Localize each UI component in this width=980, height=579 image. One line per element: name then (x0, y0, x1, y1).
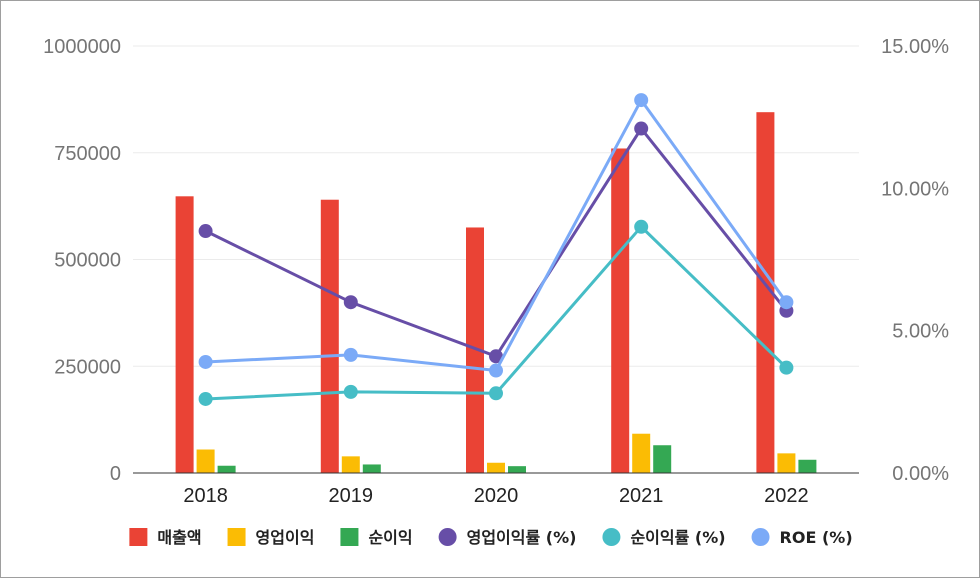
x-axis-tick-label: 2022 (764, 485, 809, 507)
bar-순이익 (362, 464, 381, 473)
point-ROE (%) (343, 347, 358, 362)
point-ROE (%) (198, 354, 213, 369)
right-axis-tick-label: 0.00% (892, 463, 949, 485)
point-영업이익률 (%) (343, 295, 358, 310)
line-영업이익률 (%) (204, 127, 788, 358)
point-영업이익률 (%) (198, 224, 213, 239)
legend-label: ROE (%) (780, 528, 853, 547)
legend-item: ROE (%) (751, 528, 853, 547)
bar-매출액 (756, 112, 775, 473)
bar-매출액 (175, 196, 194, 473)
bar-순이익 (798, 459, 817, 473)
right-axis-tick-label: 5.00% (892, 321, 949, 343)
legend-label: 순이익 (368, 528, 412, 547)
point-순이익률 (%) (198, 391, 213, 406)
legend-swatch (438, 528, 457, 546)
legend-swatch (340, 528, 359, 546)
bar-series (175, 112, 817, 474)
x-axis-tick-label: 2021 (619, 485, 664, 507)
legend-item: 매출액 (129, 528, 202, 547)
x-axis-tick-label: 2020 (474, 485, 519, 507)
legend: 매출액 영업이익 순이익 영업이익률 (%) 순이익률 (%) ROE (%) (129, 528, 853, 547)
left-axis-tick-label: 0 (110, 463, 121, 485)
bar-순이익 (217, 465, 236, 473)
bar-영업이익 (487, 462, 505, 473)
point-영업이익률 (%) (489, 349, 503, 364)
left-axis-tick-label: 1000000 (43, 36, 121, 58)
legend-item: 영업이익 (227, 528, 315, 547)
bar-매출액 (320, 199, 339, 473)
line-ROE (%) (205, 98, 788, 373)
point-ROE (%) (489, 363, 503, 378)
legend-swatch (602, 528, 621, 546)
legend-label: 순이익률 (%) (630, 528, 725, 547)
left-axis-tick-label: 500000 (54, 250, 121, 272)
point-순이익률 (%) (489, 386, 503, 401)
point-영업이익률 (%) (634, 121, 649, 136)
bar-매출액 (466, 227, 484, 473)
legend-swatch (129, 528, 148, 546)
legend-swatch (227, 528, 246, 546)
gridlines (133, 45, 859, 367)
legend-item: 순이익 (340, 528, 413, 547)
left-axis-tick-label: 750000 (54, 143, 121, 165)
bar-영업이익 (777, 453, 796, 473)
bar-순이익 (653, 445, 672, 473)
x-axis-tick-label: 2018 (183, 485, 228, 507)
bar-매출액 (611, 148, 630, 474)
right-axis-tick-label: 15.00% (881, 36, 949, 58)
left-axis-ticks: 0 250000 500000 750000 1000000 (43, 36, 121, 485)
legend-label: 영업이익률 (%) (467, 528, 577, 547)
legend-item: 영업이익률 (%) (438, 528, 577, 547)
left-axis-tick-label: 250000 (54, 356, 121, 378)
x-axis-tick-label: 2019 (329, 485, 374, 507)
bar-순이익 (508, 466, 526, 473)
point-순이익률 (%) (779, 360, 794, 375)
legend-item: 순이익률 (%) (602, 528, 726, 547)
point-순이익률 (%) (634, 219, 649, 234)
line-series (198, 93, 794, 406)
point-ROE (%) (634, 93, 649, 108)
bar-영업이익 (632, 433, 651, 473)
bar-영업이익 (196, 449, 215, 473)
right-axis-ticks: 0.00% 5.00% 10.00% 15.00% (881, 36, 949, 485)
x-axis-ticks: 2018 2019 2020 2021 2022 (183, 485, 808, 507)
legend-swatch (751, 528, 770, 546)
legend-label: 매출액 (157, 528, 201, 547)
right-axis-tick-label: 10.00% (881, 178, 949, 200)
point-ROE (%) (779, 295, 794, 310)
bar-영업이익 (341, 456, 360, 473)
point-순이익률 (%) (343, 384, 358, 399)
legend-label: 영업이익 (256, 528, 315, 547)
